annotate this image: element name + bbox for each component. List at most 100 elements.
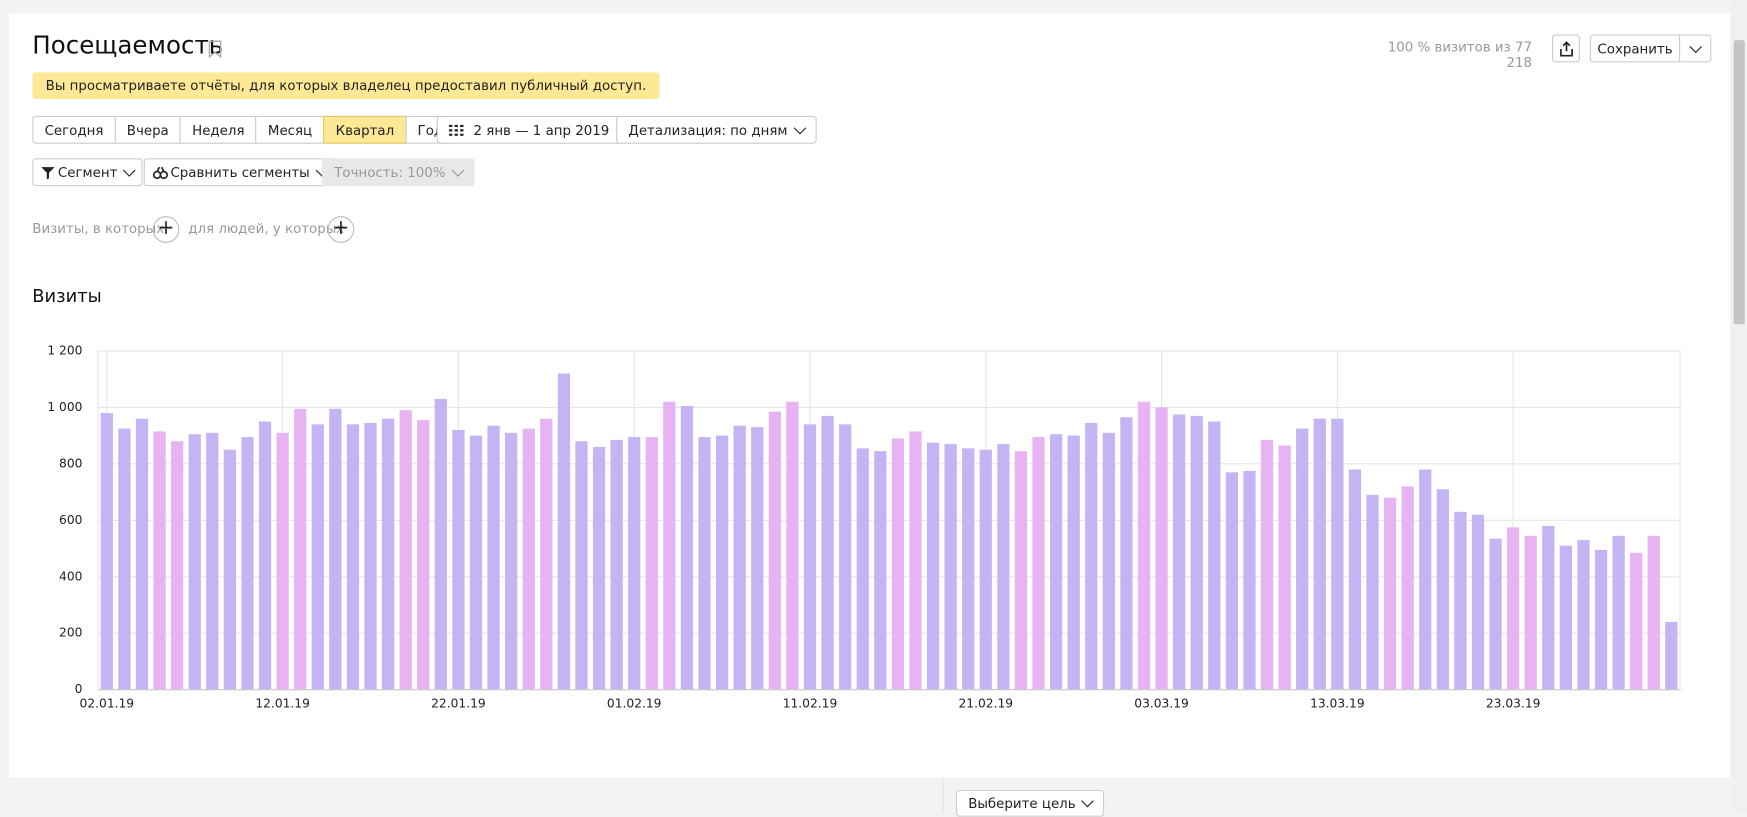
bar	[1278, 445, 1291, 690]
bar	[663, 401, 676, 690]
bar	[100, 413, 113, 690]
y-tick-label: 0	[75, 682, 83, 696]
bar	[768, 411, 781, 690]
compare-button[interactable]: Сравнить сегменты	[143, 158, 336, 187]
bar	[645, 437, 658, 690]
period-button[interactable]: Вчера	[114, 115, 182, 144]
date-range[interactable]: 2 янв — 1 апр 2019	[436, 115, 622, 144]
segment-button[interactable]: Сегмент	[32, 158, 143, 187]
period-button[interactable]: Неделя	[179, 115, 257, 144]
bar	[1137, 401, 1151, 690]
bar	[540, 418, 553, 690]
bar	[1647, 535, 1660, 690]
bar	[1507, 527, 1520, 690]
bar	[1173, 414, 1186, 690]
x-tick-label: 13.03.19	[1310, 697, 1365, 711]
bar	[1612, 535, 1625, 690]
bar	[874, 451, 887, 690]
bar	[715, 435, 729, 690]
chart-title: Визиты	[32, 285, 102, 307]
bar	[1594, 549, 1608, 690]
bar	[1049, 434, 1063, 690]
bar	[381, 418, 395, 690]
bar	[522, 428, 535, 690]
x-tick-label: 23.03.19	[1486, 697, 1541, 711]
bar	[1102, 432, 1115, 690]
bar	[469, 435, 483, 690]
visits-condition-label: Визиты, в которых	[32, 220, 165, 237]
x-tick-label: 01.02.19	[607, 697, 662, 711]
bar	[1366, 494, 1379, 690]
bar	[628, 437, 641, 690]
segment-label: Сегмент	[57, 164, 118, 180]
bar	[399, 410, 412, 690]
bar	[258, 421, 272, 690]
bar	[680, 405, 694, 690]
scroll-thumb[interactable]	[1733, 40, 1745, 325]
bar	[487, 425, 500, 690]
bar	[803, 424, 817, 690]
calendar-icon	[449, 124, 464, 136]
bookmark-icon[interactable]	[207, 40, 223, 58]
accuracy-button[interactable]: Точность: 100%	[321, 158, 475, 187]
bar	[926, 442, 940, 690]
save-label: Сохранить	[1597, 40, 1673, 57]
bar	[1014, 451, 1028, 690]
x-tick-label: 11.02.19	[783, 697, 838, 711]
bar	[1559, 545, 1573, 690]
x-tick-label: 22.01.19	[431, 697, 486, 711]
bar	[1120, 417, 1133, 690]
bar	[1489, 538, 1502, 690]
y-tick-label: 600	[59, 513, 82, 527]
bar	[1331, 418, 1344, 690]
bar	[505, 432, 518, 690]
share-button[interactable]	[1552, 34, 1580, 63]
bar	[610, 439, 623, 690]
people-condition-label: для людей, у которых	[188, 220, 345, 237]
bar	[1665, 621, 1678, 690]
bar	[417, 420, 430, 690]
bar	[1524, 535, 1537, 690]
add-visit-condition[interactable]: +	[152, 216, 180, 243]
bar	[1085, 422, 1098, 690]
period-button[interactable]: Месяц	[255, 115, 325, 144]
add-people-condition[interactable]: +	[327, 216, 355, 243]
bar	[1454, 511, 1467, 690]
bar	[1225, 472, 1239, 690]
public-notice: Вы просматриваете отчёты, для которых вл…	[32, 72, 660, 100]
date-range-label: 2 янв — 1 апр 2019	[473, 122, 610, 138]
bar	[1296, 428, 1309, 690]
y-tick-label: 1 000	[47, 400, 82, 414]
bar	[944, 444, 957, 690]
save-menu[interactable]	[1679, 34, 1712, 63]
bar	[1243, 470, 1256, 690]
compare-icon	[152, 166, 168, 179]
goal-select[interactable]: Выберите цель	[955, 789, 1105, 817]
bar	[364, 422, 377, 690]
bar	[346, 424, 360, 690]
bar	[909, 431, 922, 690]
bar	[997, 444, 1010, 690]
bar	[1383, 497, 1397, 690]
bar	[434, 398, 447, 690]
caret	[1081, 794, 1095, 808]
period-button[interactable]: Квартал	[323, 115, 407, 144]
bar	[821, 415, 834, 690]
share-icon	[1559, 40, 1573, 56]
bar	[1067, 435, 1080, 690]
detail-select[interactable]: Детализация: по дням	[616, 115, 817, 144]
bar	[891, 438, 905, 690]
bar	[294, 408, 307, 690]
compare-label: Сравнить сегменты	[170, 164, 310, 180]
bar	[223, 449, 237, 690]
bar	[1260, 439, 1274, 690]
y-tick-label: 1 200	[47, 343, 82, 357]
bar	[276, 432, 289, 690]
bar	[856, 448, 869, 690]
bar	[1471, 514, 1485, 690]
bar	[1419, 469, 1432, 690]
visits-stats: 100 % визитов из 77 218	[1387, 38, 1532, 71]
bar	[241, 437, 254, 690]
detail-label: Детализация: по дням	[628, 122, 788, 138]
